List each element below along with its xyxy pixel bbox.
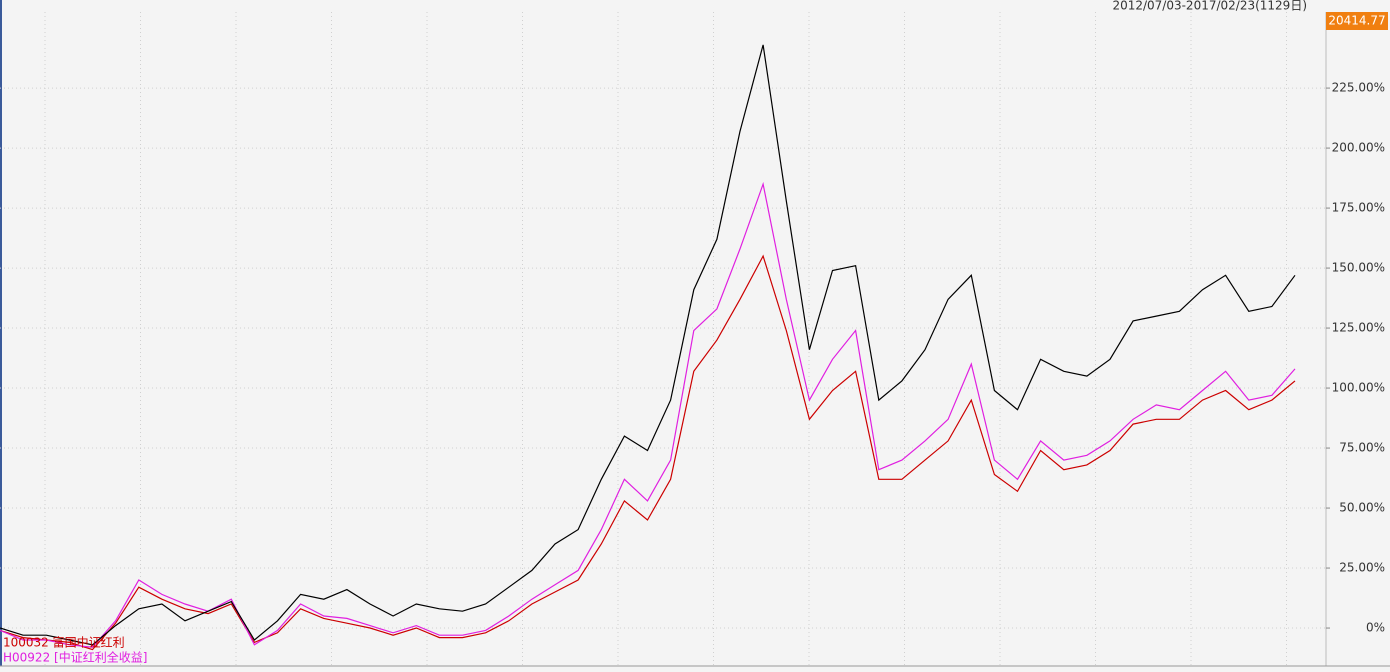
price-label: 20414.77 <box>1328 14 1385 28</box>
date-range: 2012/07/03-2017/02/23(1129日) <box>1112 0 1307 13</box>
y-tick-label: 25.00% <box>1339 561 1385 575</box>
price-box <box>1326 12 1388 30</box>
y-tick-label: 50.00% <box>1339 501 1385 515</box>
y-tick-label: 200.00% <box>1332 141 1385 155</box>
y-tick-label: 0% <box>1366 621 1385 635</box>
y-tick-label: 225.00% <box>1332 81 1385 95</box>
y-tick-label: 150.00% <box>1332 261 1385 275</box>
y-tick-label: 100.00% <box>1332 381 1385 395</box>
y-tick-label: 125.00% <box>1332 321 1385 335</box>
series-line <box>0 254 1296 651</box>
series-line <box>0 181 1296 648</box>
series-line <box>0 44 1296 646</box>
y-tick-label: 75.00% <box>1339 441 1385 455</box>
y-tick-label: 175.00% <box>1332 201 1385 215</box>
legend-label: H00922 [中证红利全收益] <box>3 650 147 665</box>
legend-label: 100032 富国中证红利 <box>3 635 125 650</box>
